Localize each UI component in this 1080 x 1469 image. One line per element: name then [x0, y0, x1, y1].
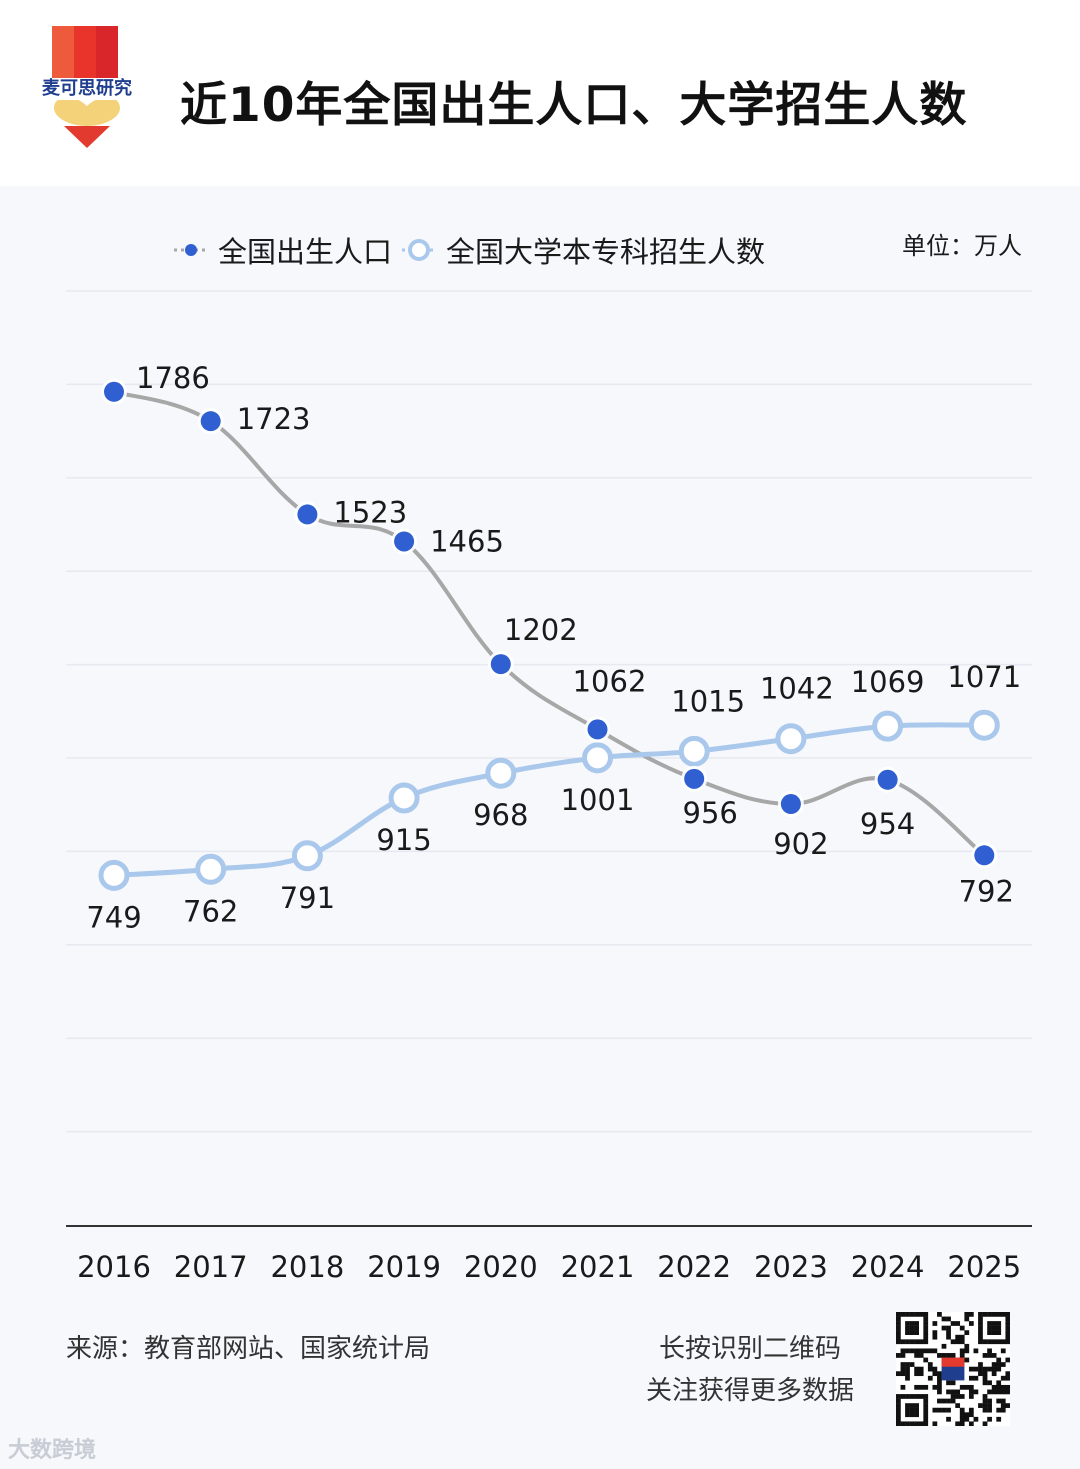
x-tick-label: 2016 [77, 1250, 151, 1284]
logo: 麦可思研究 [34, 26, 140, 150]
data-label-enroll: 791 [280, 881, 335, 915]
data-label-birth: 956 [683, 796, 738, 830]
chart-legend: 全国出生人口 全国大学本专科招生人数 [172, 228, 773, 272]
series-line-enroll [113, 722, 985, 878]
qr-code[interactable] [896, 1312, 1011, 1427]
data-label-enroll: 749 [86, 900, 141, 934]
x-tick-label: 2023 [754, 1250, 828, 1284]
data-point-enroll [872, 710, 904, 742]
data-point-enroll [195, 853, 227, 885]
data-point-birth [104, 381, 124, 402]
watermark: 大数跨境 [8, 1438, 97, 1463]
data-point-enroll [582, 742, 613, 774]
data-label-enroll: 1069 [851, 665, 925, 699]
legend-item-birth: 全国出生人口 [172, 229, 400, 271]
data-point-enroll [98, 859, 130, 891]
x-tick-label: 2020 [464, 1250, 538, 1284]
unit-label: 单位：万人 [902, 232, 1022, 260]
data-point-birth [297, 504, 318, 525]
data-label-enroll: 1071 [947, 660, 1021, 694]
pencil-heart-logo-icon [52, 26, 120, 148]
legend-marker-enroll-icon [402, 239, 437, 261]
data-label-birth: 1523 [333, 495, 407, 529]
data-label-enroll: 1015 [671, 684, 745, 718]
x-tick-label: 2021 [561, 1250, 635, 1284]
data-label-enroll: 762 [183, 894, 238, 928]
data-label-birth: 1786 [136, 361, 210, 395]
data-point-enroll [968, 709, 1000, 741]
data-label-enroll: 915 [376, 823, 431, 857]
data-point-birth [490, 654, 511, 675]
data-point-birth [200, 411, 221, 432]
data-point-enroll [775, 723, 807, 755]
plot-background [0, 186, 1080, 1469]
qr-code-icon [896, 1312, 1011, 1427]
data-label-birth: 1723 [237, 402, 311, 436]
data-point-birth [394, 531, 415, 552]
x-tick-label: 2025 [947, 1250, 1021, 1284]
data-point-enroll [678, 735, 710, 767]
data-point-enroll [485, 757, 517, 789]
data-point-birth [974, 845, 995, 866]
legend-item-enroll: 全国大学本专科招生人数 [400, 229, 773, 271]
x-tick-label: 2024 [851, 1250, 925, 1284]
x-tick-label: 2019 [367, 1250, 441, 1284]
source-note: 来源：教育部网站、国家统计局 [66, 1334, 431, 1364]
qr-caption: 长按识别二维码 关注获得更多数据 [620, 1328, 880, 1412]
data-label-birth: 1202 [504, 613, 578, 647]
qr-caption-line2: 关注获得更多数据 [645, 1376, 854, 1406]
x-tick-label: 2018 [270, 1250, 344, 1284]
data-point-birth [684, 768, 705, 789]
data-label-enroll: 968 [473, 798, 528, 832]
data-label-birth: 1062 [573, 664, 647, 698]
data-label-birth: 902 [773, 827, 828, 861]
data-label-enroll: 1042 [760, 672, 834, 706]
legend-marker-birth-icon [174, 244, 208, 256]
data-point-birth [587, 719, 608, 740]
qr-caption-line1: 长按识别二维码 [658, 1334, 841, 1364]
legend-label-enroll: 全国大学本专科招生人数 [446, 235, 766, 269]
page-title: 近10年全国出生人口、大学招生人数 [180, 78, 968, 133]
data-label-birth: 954 [860, 807, 915, 841]
legend-label-birth: 全国出生人口 [218, 235, 393, 269]
series-line-birth [113, 389, 986, 857]
data-point-enroll [388, 782, 420, 814]
header: 麦可思研究 近10年全国出生人口、大学招生人数 [0, 0, 1080, 186]
data-label-birth: 1465 [430, 524, 504, 558]
data-label-birth: 792 [959, 874, 1014, 908]
data-label-enroll: 1001 [561, 783, 635, 817]
data-point-birth [780, 794, 801, 815]
logo-text: 麦可思研究 [34, 78, 140, 100]
data-point-birth [877, 769, 898, 790]
x-tick-label: 2017 [174, 1250, 248, 1284]
data-point-enroll [291, 840, 323, 872]
x-tick-label: 2022 [657, 1250, 731, 1284]
